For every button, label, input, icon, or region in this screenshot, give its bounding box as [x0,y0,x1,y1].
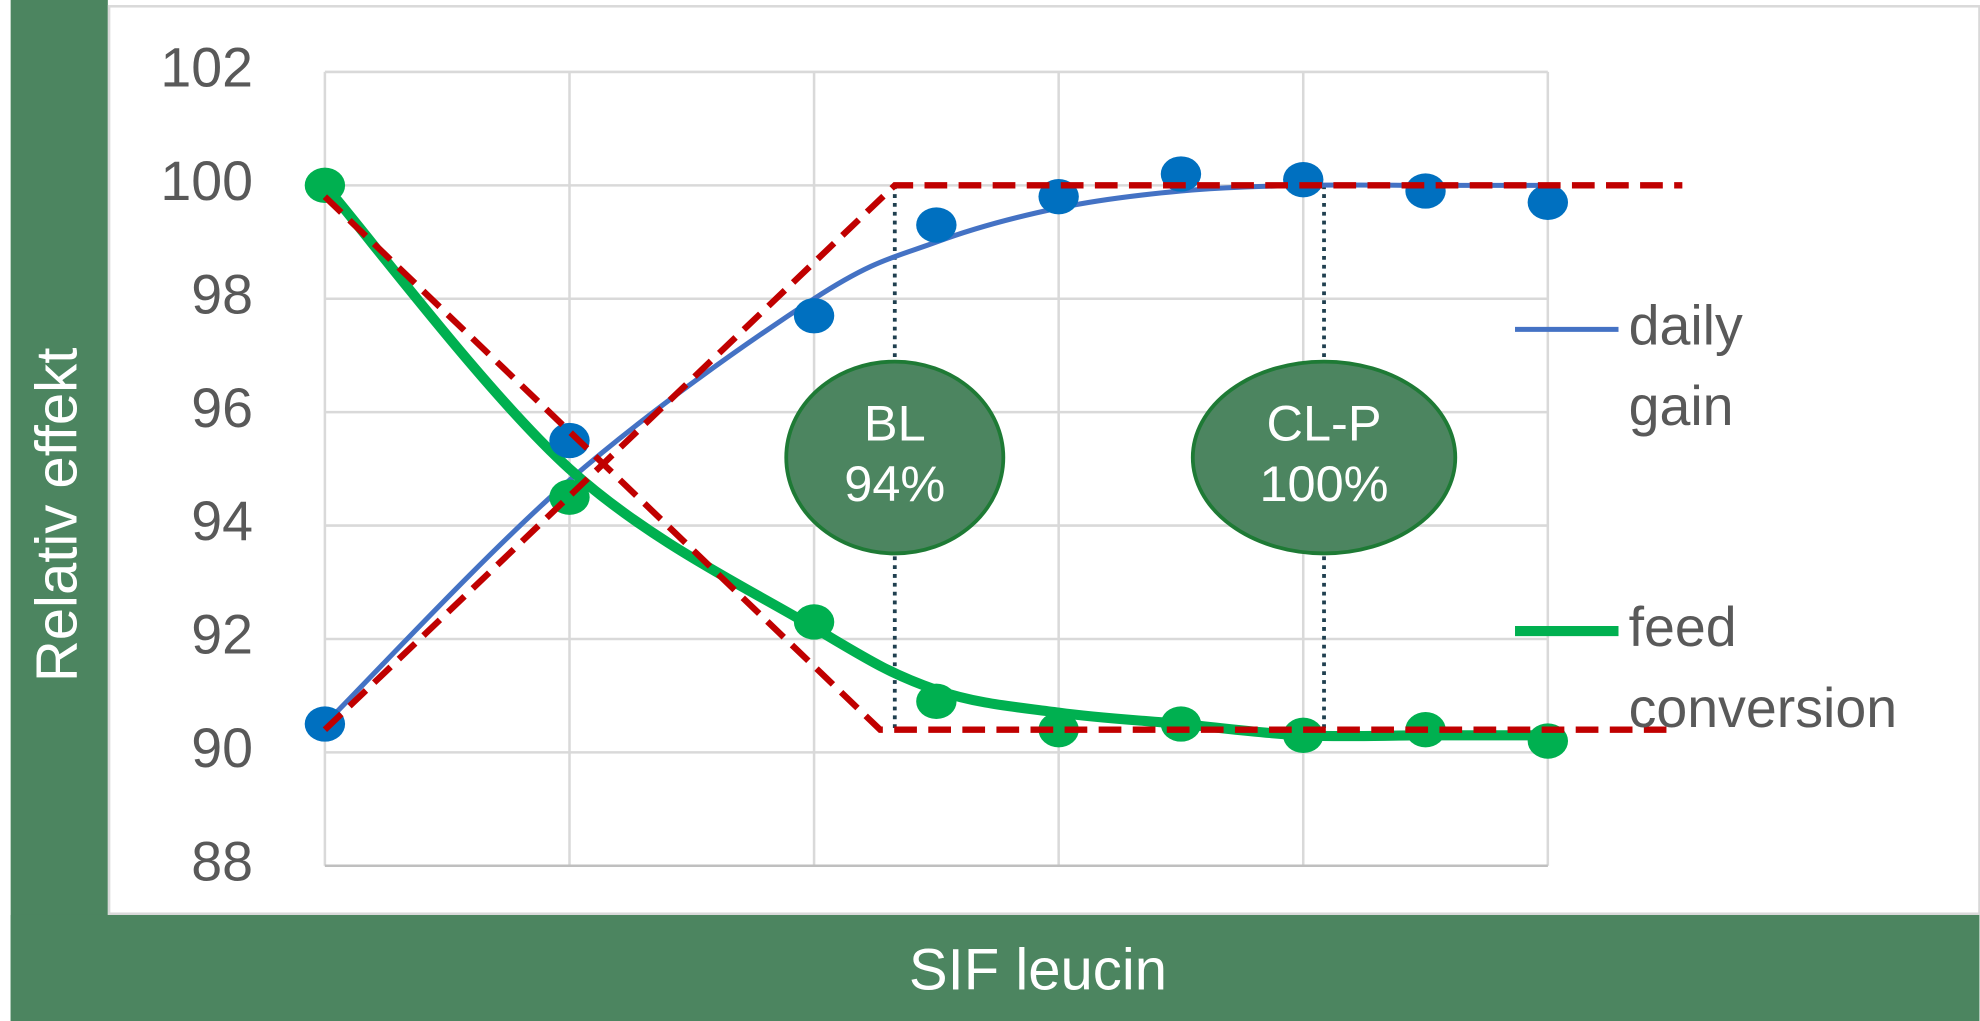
data-point [1283,717,1324,754]
broken-line [322,194,1667,733]
annotation-bubble [784,359,1006,556]
y-tick-label: 94 [191,490,253,552]
y-tick-label: 100 [160,150,253,212]
data-point [1527,184,1569,221]
plot-area [107,5,1980,915]
data-point [916,207,957,243]
y-tick-label: 88 [191,830,253,892]
legend-label: feed conversion [1629,596,1897,739]
data-point [1038,712,1079,748]
y-tick-label: 96 [191,377,253,439]
x-axis-title: SIF leucin [909,938,1167,1003]
legend-label: daily gain [1629,294,1759,437]
data-point [1283,162,1324,198]
y-tick-label: 92 [191,604,253,666]
data-point [1405,173,1446,209]
data-point [1160,706,1202,742]
data-point [916,683,957,719]
annotation-text: 94% [844,455,945,512]
data-point [793,604,835,640]
broken-line [322,182,1683,732]
data-point [549,422,590,459]
annotation-text: 100% [1259,455,1388,512]
y-tick-label: 102 [160,37,253,99]
left-band [10,0,108,1021]
annotation-text: CL-P [1267,395,1382,452]
data-point [793,298,835,334]
fit-line [321,182,1548,742]
y-axis-title: Relativ effekt [24,348,89,682]
annotation-bubble [1190,359,1458,556]
bottom-band [10,914,1980,1021]
annotation-text: BL [864,395,926,452]
y-tick-label: 98 [191,263,253,325]
y-tick-label: 90 [191,717,253,779]
data-point [304,706,346,742]
data-point [304,167,346,204]
